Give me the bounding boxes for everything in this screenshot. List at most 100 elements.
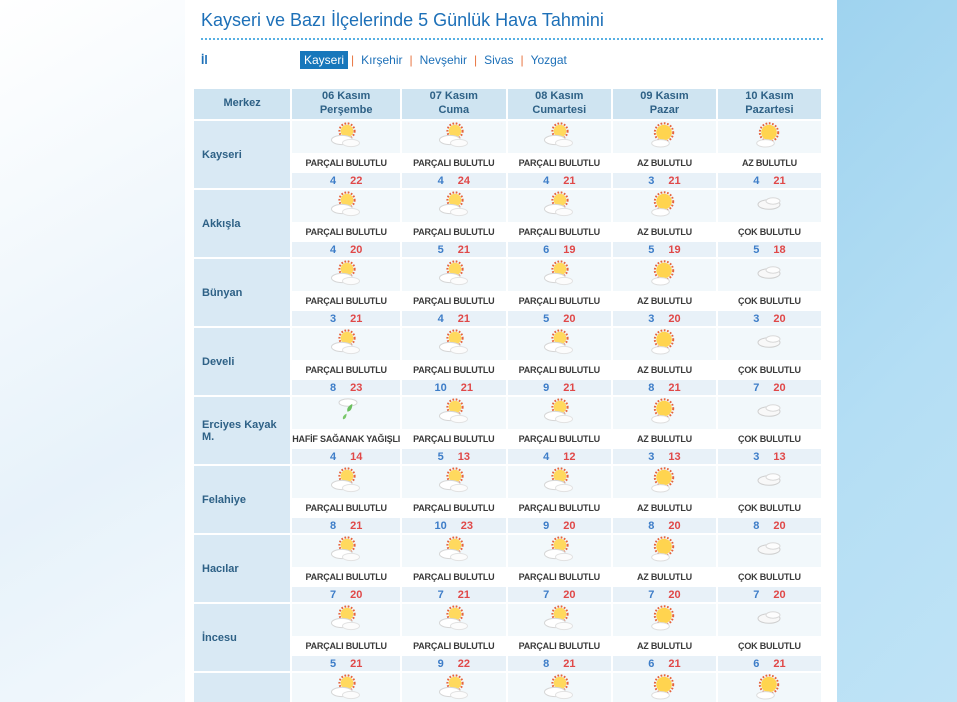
min-temperature: 6 — [753, 657, 760, 670]
temperature-cell: 4 21 — [507, 173, 612, 188]
column-header-merkez: Merkez — [194, 89, 291, 119]
condition-text: AZ BULUTLU — [613, 431, 716, 447]
max-temperature: 13 — [773, 450, 786, 463]
partly-cloudy-icon — [540, 328, 578, 360]
partly-cloudy-icon — [540, 466, 578, 498]
max-temperature: 21 — [668, 657, 681, 670]
min-temperature: 5 — [437, 450, 444, 463]
temperature-cell: 5 20 — [507, 311, 612, 326]
max-temperature: 21 — [350, 312, 363, 325]
column-header-day-5: 10 Kasım Pazartesi — [717, 89, 821, 119]
max-temperature: 22 — [350, 174, 363, 187]
temperature-cell: 8 21 — [292, 518, 401, 533]
min-temperature: 8 — [543, 657, 550, 670]
header-date: 10 Kasım — [745, 90, 794, 103]
condition-text: PARÇALI BULUTLU — [507, 293, 612, 309]
weather-icon-cell — [292, 604, 401, 636]
max-temperature: 21 — [457, 588, 470, 601]
temperature-cell: 7 20 — [717, 587, 821, 602]
province-selector-row: İl Kayseri | Kırşehir | Nevşehir | Sivas | Yozga… — [201, 49, 823, 71]
few-clouds-icon — [645, 190, 683, 222]
tab-separator: | — [473, 53, 478, 67]
province-tab-sivas[interactable]: Sivas — [484, 53, 514, 67]
condition-text: AZ BULUTLU — [613, 224, 716, 240]
temperature-cell: 4 20 — [292, 242, 401, 257]
max-temperature: 20 — [773, 381, 786, 394]
district-label: Kocasinan — [194, 673, 291, 702]
few-clouds-icon — [645, 604, 683, 636]
min-temperature: 7 — [753, 588, 760, 601]
weather-icon-cell — [402, 190, 506, 222]
temperature-cell: 7 20 — [292, 587, 401, 602]
condition-text: PARÇALI BULUTLU — [402, 224, 506, 240]
weather-icon-cell — [292, 466, 401, 498]
weather-icon-cell — [402, 259, 506, 291]
condition-text: AZ BULUTLU — [717, 155, 821, 171]
condition-text: PARÇALI BULUTLU — [507, 569, 612, 585]
condition-text: AZ BULUTLU — [613, 500, 716, 516]
max-temperature: 20 — [563, 312, 576, 325]
min-temperature: 7 — [543, 588, 550, 601]
temperature-cell: 6 21 — [717, 656, 821, 671]
min-temperature: 4 — [329, 450, 337, 463]
header-date: 06 Kasım — [321, 90, 371, 103]
min-temperature: 7 — [329, 588, 337, 601]
temperature-cell: 3 13 — [613, 449, 716, 464]
page-title: Kayseri ve Bazı İlçelerinde 5 Günlük Hav… — [201, 10, 604, 30]
partly-cloudy-icon — [327, 259, 365, 291]
max-temperature: 23 — [350, 381, 363, 394]
condition-text: ÇOK BULUTLU — [717, 500, 821, 516]
header-weekday: Cuma — [438, 104, 470, 116]
column-header-day-2: 07 Kasım Cuma — [402, 89, 506, 119]
tab-separator: | — [351, 53, 355, 67]
min-temperature: 6 — [648, 657, 655, 670]
province-tab-yozgat[interactable]: Yozgat — [530, 53, 567, 67]
temperature-cell: 3 20 — [717, 311, 821, 326]
condition-text: PARÇALI BULUTLU — [292, 155, 401, 171]
weather-icon-cell — [292, 673, 401, 702]
weather-icon-cell — [613, 466, 716, 498]
min-temperature: 3 — [753, 450, 760, 463]
temperature-cell: 3 21 — [292, 311, 401, 326]
partly-cloudy-icon — [435, 535, 473, 567]
max-temperature: 20 — [563, 588, 576, 601]
condition-text: PARÇALI BULUTLU — [402, 362, 506, 378]
weather-icon-cell — [402, 121, 506, 153]
cloudy-icon — [750, 466, 788, 498]
weather-icon-cell — [613, 328, 716, 360]
min-temperature: 4 — [753, 174, 760, 187]
partly-cloudy-icon — [540, 673, 578, 702]
temperature-cell: 7 20 — [613, 587, 716, 602]
partly-cloudy-icon — [327, 190, 365, 222]
few-clouds-icon — [645, 121, 683, 153]
partly-cloudy-icon — [435, 604, 473, 636]
max-temperature: 14 — [350, 450, 363, 463]
province-tab-nevşehir[interactable]: Nevşehir — [419, 53, 467, 67]
condition-text: PARÇALI BULUTLU — [507, 431, 612, 447]
temperature-cell: 5 21 — [402, 242, 506, 257]
weather-icon-cell — [507, 466, 612, 498]
condition-text: ÇOK BULUTLU — [717, 431, 821, 447]
max-temperature: 22 — [457, 657, 470, 670]
header-date: 09 Kasım — [640, 90, 689, 103]
max-temperature: 21 — [773, 174, 786, 187]
weather-icon-cell — [717, 673, 821, 702]
temperature-cell: 10 21 — [402, 380, 506, 395]
temperature-cell: 5 19 — [613, 242, 716, 257]
temperature-cell: 8 21 — [613, 380, 716, 395]
few-clouds-icon — [645, 397, 683, 429]
partly-cloudy-icon — [327, 535, 365, 567]
district-label: Akkışla — [194, 190, 291, 257]
weather-icon-cell — [507, 673, 612, 702]
weather-icon-cell — [613, 121, 716, 153]
condition-text: PARÇALI BULUTLU — [507, 155, 612, 171]
partly-cloudy-icon — [435, 673, 473, 702]
province-tab-kayseri[interactable]: Kayseri — [300, 51, 349, 69]
weather-icon-cell — [717, 259, 821, 291]
few-clouds-icon — [750, 673, 788, 702]
partly-cloudy-icon — [540, 604, 578, 636]
weather-icon-cell — [717, 190, 821, 222]
province-tab-kırşehir[interactable]: Kırşehir — [361, 53, 403, 67]
min-temperature: 3 — [648, 174, 655, 187]
max-temperature: 20 — [668, 519, 681, 532]
